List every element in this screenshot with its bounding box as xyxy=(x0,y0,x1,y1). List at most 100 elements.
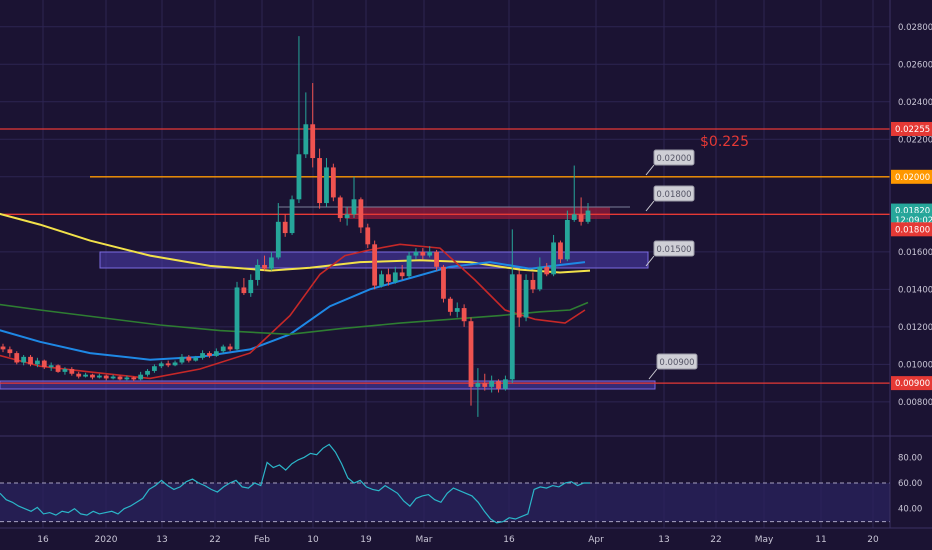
price-label: 0.02000 xyxy=(895,173,930,183)
candle-body xyxy=(447,298,453,312)
candle-body xyxy=(489,381,495,387)
callout-label: 0.01500 xyxy=(656,245,691,255)
candle-body xyxy=(200,353,205,358)
candle-body xyxy=(213,351,219,356)
candle-body xyxy=(441,266,446,299)
price-callouts: 0.02000 0.01800 0.01500 0.00900 xyxy=(645,149,698,380)
candle-body xyxy=(303,124,309,155)
candle-body xyxy=(193,357,199,361)
price-tick-label: 0.00800 xyxy=(898,398,932,408)
candle-body xyxy=(14,353,20,363)
rsi-line xyxy=(0,443,590,524)
candle-body xyxy=(427,251,433,256)
ma-yellow xyxy=(0,212,591,274)
time-tick-label: 16 xyxy=(37,535,49,545)
candle-body xyxy=(434,251,439,267)
candle-body xyxy=(551,242,556,275)
time-tick-label: 10 xyxy=(307,535,319,545)
candle-body xyxy=(103,375,109,379)
time-axis[interactable]: 16 2020 13 22 Feb 10 19 Mar 16 Apr 13 22 May 11 20 xyxy=(0,527,932,545)
time-tick-label: 22 xyxy=(209,535,220,545)
callout-label: 0.02000 xyxy=(656,154,691,164)
candle-body xyxy=(179,356,185,363)
rsi-tick-label: 60.00 xyxy=(898,479,922,489)
price-label-box xyxy=(891,169,932,184)
price-label-box xyxy=(891,121,932,136)
candle-body xyxy=(262,264,267,269)
candle-body xyxy=(110,376,116,379)
price-label-box xyxy=(891,376,932,391)
candle-body xyxy=(35,360,40,365)
candle-body xyxy=(69,369,75,374)
candle-body xyxy=(468,321,474,387)
time-tick-label: Feb xyxy=(254,535,270,545)
callout-box xyxy=(653,240,695,257)
candle-body xyxy=(386,274,391,282)
rsi-tick-label: 40.00 xyxy=(898,505,922,515)
price-tick-label: 0.01600 xyxy=(898,248,932,258)
rsi-panel: 80.00 60.00 40.00 xyxy=(0,435,932,524)
price-axis[interactable]: 0.02800 0.02600 0.02400 0.02200 0.02000 0.016… xyxy=(889,0,932,528)
price-label: 0.02255 xyxy=(895,125,930,135)
callout-pointer xyxy=(645,164,655,176)
candle-body xyxy=(7,349,13,354)
candle-body xyxy=(96,375,102,378)
candle-body xyxy=(41,360,47,368)
candle-body xyxy=(482,383,488,387)
candle-body xyxy=(234,287,240,350)
candle-body xyxy=(124,377,130,380)
time-tick-label: May xyxy=(755,535,774,545)
callout-box xyxy=(653,185,695,202)
callout-pointer xyxy=(648,368,658,380)
candle-body xyxy=(21,356,27,363)
candle-body xyxy=(28,356,33,365)
candle-body xyxy=(172,362,178,366)
candle-body xyxy=(330,167,336,198)
candle-body xyxy=(117,376,123,380)
rsi-tick-label: 80.00 xyxy=(898,453,922,463)
candle-body xyxy=(558,242,563,260)
candle-body xyxy=(392,272,398,282)
candle-body xyxy=(358,199,364,228)
callout-box xyxy=(656,353,698,370)
candles xyxy=(0,36,591,417)
candle-body xyxy=(296,154,302,200)
price-tick-label: 0.01200 xyxy=(898,323,932,333)
price-label: 0.01800 xyxy=(895,225,930,235)
candle-body xyxy=(165,363,171,366)
candle-body xyxy=(365,227,371,245)
time-tick-label: 11 xyxy=(815,535,826,545)
callout-pointer xyxy=(645,200,655,212)
candle-body xyxy=(289,199,295,234)
candle-body xyxy=(516,274,522,318)
ma-green xyxy=(0,301,589,336)
candle-body xyxy=(0,346,6,350)
candle-body xyxy=(90,374,95,378)
candle-body xyxy=(145,370,150,375)
time-tick-label: Mar xyxy=(416,535,433,545)
price-tick-label: 0.02800 xyxy=(898,23,932,33)
rsi-band xyxy=(0,483,890,522)
candle-body xyxy=(454,308,460,312)
candle-body xyxy=(399,272,405,277)
candle-body xyxy=(544,266,550,275)
time-tick-label: Apr xyxy=(588,535,604,545)
candle-body xyxy=(275,221,281,258)
price-tick-label: 0.02600 xyxy=(898,60,932,70)
candle-body xyxy=(220,346,226,352)
price-tick-label: 0.01000 xyxy=(898,360,932,370)
candle-body xyxy=(83,374,88,377)
time-tick-label: 22 xyxy=(710,535,721,545)
candle-body xyxy=(152,366,157,371)
support-zone-009 xyxy=(0,380,656,390)
candle-body xyxy=(337,197,343,219)
candle-body xyxy=(578,214,584,222)
candle-body xyxy=(282,221,288,234)
price-label: 0.00900 xyxy=(895,379,930,389)
price-tick-label: 0.02400 xyxy=(898,98,932,108)
price-label: 0.01820 xyxy=(895,207,930,217)
callout-box xyxy=(653,149,695,166)
ma-red xyxy=(0,243,586,380)
